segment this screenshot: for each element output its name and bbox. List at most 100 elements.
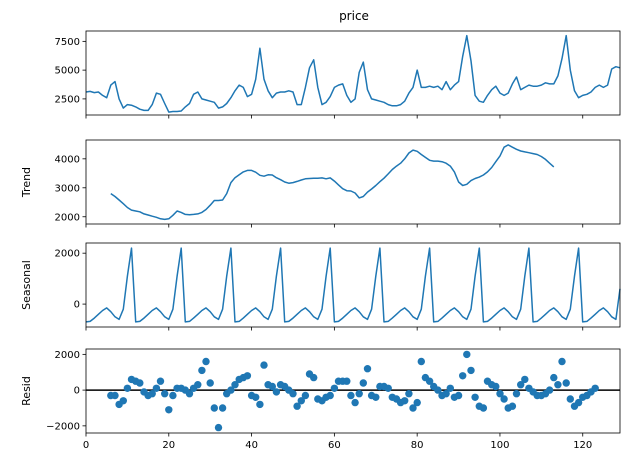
resid-point bbox=[289, 390, 297, 398]
resid-point bbox=[359, 379, 367, 387]
resid-point bbox=[401, 397, 409, 405]
resid-point bbox=[558, 357, 566, 366]
panel-seasonal: 0 2000 Seasonal bbox=[20, 242, 621, 331]
trend-ytick-label: 4000 bbox=[55, 154, 80, 165]
price-axes-frame bbox=[85, 30, 621, 116]
chart-title: price bbox=[339, 9, 369, 23]
xtick-label: 40 bbox=[245, 440, 258, 451]
resid-point bbox=[256, 400, 264, 409]
resid-point bbox=[496, 390, 504, 398]
resid-point bbox=[351, 398, 359, 407]
resid-point bbox=[454, 391, 463, 400]
seasonal-series-line bbox=[85, 247, 621, 323]
resid-point bbox=[206, 379, 214, 387]
resid-point bbox=[554, 381, 562, 389]
resid-point bbox=[310, 373, 318, 382]
resid-ytick-label: 2000 bbox=[55, 350, 80, 361]
resid-point bbox=[194, 381, 202, 389]
resid-point bbox=[148, 390, 156, 398]
resid-point bbox=[343, 377, 351, 385]
resid-point bbox=[231, 381, 239, 389]
trend-ytick-label: 3000 bbox=[55, 183, 80, 194]
price-ytick-label: 2500 bbox=[55, 94, 80, 105]
trend-ytick-label: 2000 bbox=[55, 212, 80, 223]
seasonal-ytick-label: 2000 bbox=[55, 249, 80, 260]
trend-ylabel: Trend bbox=[20, 167, 33, 198]
resid-point bbox=[434, 386, 442, 394]
xtick-label: 0 bbox=[83, 440, 89, 451]
resid-point bbox=[405, 390, 413, 398]
resid-point bbox=[492, 382, 500, 391]
price-series-line bbox=[85, 34, 621, 113]
resid-point bbox=[384, 384, 392, 392]
resid-point bbox=[508, 402, 517, 410]
resid-axes-frame bbox=[85, 348, 621, 434]
xtick-label: 120 bbox=[573, 440, 592, 451]
xtick-label: 100 bbox=[490, 440, 509, 451]
resid-point bbox=[591, 384, 599, 392]
resid-point bbox=[202, 357, 210, 366]
resid-ytick-label: 0 bbox=[74, 386, 80, 397]
resid-point bbox=[512, 390, 521, 398]
resid-point bbox=[260, 361, 268, 369]
resid-point bbox=[413, 398, 421, 407]
resid-point bbox=[471, 393, 479, 401]
resid-point bbox=[347, 391, 355, 400]
resid-point bbox=[459, 372, 467, 380]
xtick-label: 60 bbox=[328, 440, 341, 451]
resid-point bbox=[442, 390, 450, 398]
resid-point bbox=[550, 373, 558, 382]
resid-ylabel: Resid bbox=[20, 376, 33, 406]
resid-point bbox=[545, 386, 554, 394]
resid-point bbox=[301, 391, 310, 400]
resid-point bbox=[218, 404, 227, 412]
price-ytick-label: 5000 bbox=[55, 66, 80, 77]
resid-point bbox=[111, 391, 119, 400]
panel-trend: 2000 3000 4000 Trend bbox=[20, 139, 621, 228]
resid-point bbox=[152, 384, 161, 392]
resid-point bbox=[521, 375, 529, 384]
resid-point bbox=[214, 423, 223, 432]
resid-point bbox=[156, 377, 165, 385]
seasonal-axes-frame bbox=[85, 242, 621, 328]
resid-point bbox=[165, 406, 173, 414]
resid-point bbox=[409, 404, 417, 412]
resid-point bbox=[136, 379, 144, 387]
price-ytick-label: 7500 bbox=[55, 37, 80, 48]
resid-ytick-label: −2000 bbox=[46, 421, 80, 432]
resid-point bbox=[363, 365, 372, 373]
resid-point bbox=[467, 366, 475, 375]
resid-point bbox=[293, 402, 301, 410]
seasonal-ytick-label: 0 bbox=[74, 300, 80, 311]
resid-point bbox=[119, 397, 128, 405]
resid-point bbox=[479, 404, 488, 412]
resid-point bbox=[123, 384, 132, 392]
resid-point bbox=[425, 377, 434, 385]
resid-point bbox=[463, 350, 471, 359]
resid-point bbox=[227, 386, 235, 394]
resid-point bbox=[574, 398, 583, 407]
resid-point bbox=[210, 404, 218, 412]
resid-point bbox=[326, 391, 334, 400]
trend-axes-frame bbox=[85, 139, 621, 225]
resid-point bbox=[198, 366, 206, 375]
panel-price: 2500 5000 7500 bbox=[55, 30, 621, 119]
resid-point bbox=[272, 388, 281, 396]
resid-point bbox=[161, 390, 169, 398]
resid-point bbox=[417, 357, 425, 366]
seasonal-ylabel: Seasonal bbox=[20, 260, 33, 310]
resid-point bbox=[297, 397, 305, 405]
resid-point bbox=[500, 395, 508, 403]
resid-point bbox=[566, 395, 574, 403]
resid-point bbox=[185, 390, 194, 398]
trend-series-line bbox=[110, 144, 555, 221]
resid-point bbox=[330, 384, 339, 392]
resid-point bbox=[562, 379, 570, 387]
resid-point bbox=[252, 393, 260, 401]
xtick-label: 80 bbox=[411, 440, 424, 451]
resid-point bbox=[268, 382, 276, 391]
xtick-label: 20 bbox=[162, 440, 175, 451]
resid-point bbox=[372, 393, 380, 401]
resid-point bbox=[355, 390, 363, 398]
